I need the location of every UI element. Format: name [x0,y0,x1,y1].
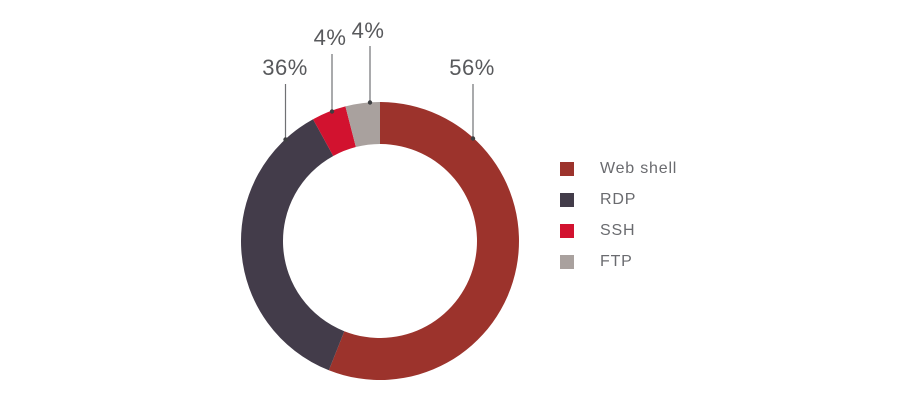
legend-item-web-shell: Web shell [560,160,678,177]
donut-segment-ssh [313,106,356,156]
callout-dot-web-shell [470,136,476,141]
legend-label-web-shell: Web shell [600,160,678,177]
callout-label-ssh: 4% [313,25,347,50]
legend: Web shell RDP SSH FTP [560,160,678,270]
callout-label-ftp: 4% [351,18,385,43]
donut-segment-web-shell [328,102,519,380]
legend-label-ftp: FTP [600,253,633,270]
legend-swatch-web-shell [560,162,574,176]
donut-ring [240,102,519,380]
legend-item-rdp: RDP [560,191,677,208]
callout-label-web-shell: 56% [449,55,495,80]
donut-segment-rdp [240,119,345,371]
donut-segment-ftp [345,102,380,148]
legend-swatch-ssh [560,224,574,238]
legend-label-ssh: SSH [600,222,636,239]
legend-swatch-ftp [560,255,574,269]
callout-dot-ftp [367,100,373,105]
legend-item-ftp: FTP [560,253,677,270]
callout-dot-ssh [329,109,335,114]
legend-label-rdp: RDP [600,191,637,208]
legend-item-ssh: SSH [560,222,677,239]
callout-dot-rdp [283,137,288,142]
legend-swatch-rdp [560,193,574,207]
callout-label-rdp: 36% [262,55,308,80]
